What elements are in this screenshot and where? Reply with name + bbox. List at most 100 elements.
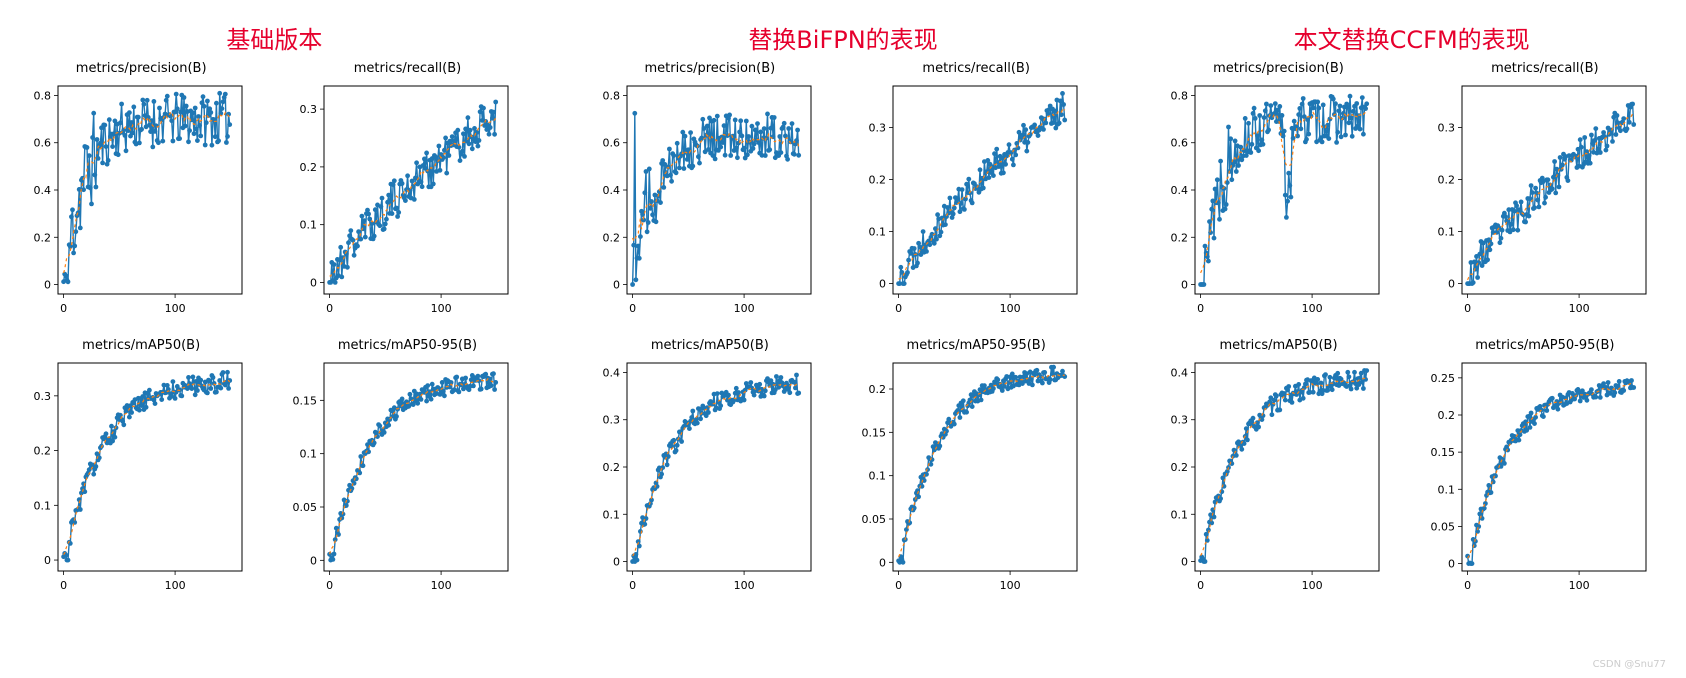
svg-text:0.1: 0.1	[300, 448, 318, 461]
svg-text:0: 0	[629, 579, 636, 592]
column-2: 本文替换CCFM的表现 metrics/precision(B) 0 0.2 0.4…	[1147, 20, 1676, 605]
svg-text:100: 100	[733, 579, 754, 592]
svg-text:0: 0	[613, 556, 620, 569]
line-chart: 00.20.40.60.80100	[1147, 78, 1387, 328]
line-chart: 00.10.20.30.40100	[579, 355, 819, 605]
svg-text:0.4: 0.4	[602, 366, 620, 379]
chart-0-0: metrics/precision(B) 00.20.40.60.80100	[10, 61, 272, 328]
line-chart: 0 0.1 0.2 0.3 0 100	[845, 78, 1085, 328]
grid-2: metrics/precision(B) 00.20.40.60.80100 m…	[1147, 61, 1676, 605]
svg-text:100: 100	[1302, 579, 1323, 592]
chart-title: metrics/recall(B)	[845, 61, 1107, 76]
svg-text:0.15: 0.15	[293, 394, 318, 407]
chart-1-0: metrics/precision(B) 00.20.40.60.80100	[579, 61, 841, 328]
svg-text:0.4: 0.4	[34, 184, 52, 197]
column-0: 基础版本 metrics/precision(B) 0 0.2 0.4 0.6 0.8 0…	[10, 20, 539, 605]
chart-2-0: metrics/precision(B) 00.20.40.60.80100	[1147, 61, 1409, 328]
chart-0-2: metrics/mAP50(B) 00.10.20.30100	[10, 338, 272, 605]
chart-2-1: metrics/recall(B) 00.10.20.30100	[1414, 61, 1676, 328]
chart-1-3: metrics/mAP50-95(B) 00.050.10.150.20100	[845, 338, 1107, 605]
svg-text:0.1: 0.1	[34, 499, 52, 512]
svg-text:100: 100	[1568, 579, 1589, 592]
svg-text:0: 0	[1448, 278, 1455, 291]
svg-text:0: 0	[310, 554, 317, 567]
svg-text:0: 0	[1197, 302, 1204, 315]
svg-text:0.2: 0.2	[1171, 461, 1189, 474]
svg-text:0.05: 0.05	[293, 501, 318, 514]
svg-text:0.4: 0.4	[1171, 184, 1189, 197]
svg-text:0.1: 0.1	[869, 226, 887, 239]
chart-title: metrics/mAP50(B)	[579, 338, 841, 353]
chart-title: metrics/precision(B)	[579, 61, 841, 76]
line-chart: 00.050.10.150.20100	[845, 355, 1085, 605]
columns-container: 基础版本 metrics/precision(B) 0 0.2 0.4 0.6 0.8 0…	[10, 20, 1676, 605]
svg-text:0.2: 0.2	[602, 231, 620, 244]
chart-1-2: metrics/mAP50(B) 00.10.20.30.40100	[579, 338, 841, 605]
svg-text:100: 100	[431, 579, 452, 592]
svg-text:100: 100	[431, 302, 452, 315]
svg-text:0.6: 0.6	[602, 137, 620, 150]
svg-text:0: 0	[629, 302, 636, 315]
svg-text:0.05: 0.05	[1430, 520, 1455, 533]
column-title-2: 本文替换CCFM的表现	[1147, 20, 1676, 55]
chart-2-3: metrics/mAP50-95(B) 00.050.10.150.20.250…	[1414, 338, 1676, 605]
svg-text:0.1: 0.1	[1171, 508, 1189, 521]
svg-text:0: 0	[1197, 579, 1204, 592]
svg-text:0.2: 0.2	[869, 383, 887, 396]
svg-text:0.2: 0.2	[34, 445, 52, 458]
svg-text:0.2: 0.2	[300, 161, 318, 174]
watermark: CSDN @Snu77	[1593, 659, 1666, 670]
svg-text:0.1: 0.1	[1437, 483, 1455, 496]
svg-text:0: 0	[60, 579, 67, 592]
svg-text:100: 100	[1000, 302, 1021, 315]
svg-text:0.8: 0.8	[1171, 89, 1189, 102]
chart-2-2: metrics/mAP50(B) 00.10.20.30.40100	[1147, 338, 1409, 605]
svg-text:0.2: 0.2	[869, 174, 887, 187]
line-chart: 00.20.40.60.80100	[579, 78, 819, 328]
line-chart: 0 0.05 0.1 0.15 0 100	[276, 355, 516, 605]
chart-title: metrics/mAP50-95(B)	[1414, 338, 1676, 353]
chart-0-3: metrics/mAP50-95(B) 0 0.05 0.1 0.15 0 100	[276, 338, 538, 605]
svg-text:0.3: 0.3	[1437, 122, 1455, 135]
svg-text:0.1: 0.1	[1437, 226, 1455, 239]
chart-0-1: metrics/recall(B) 00.10.20.30100	[276, 61, 538, 328]
svg-text:0.2: 0.2	[1437, 409, 1455, 422]
svg-text:0.25: 0.25	[1430, 372, 1455, 385]
svg-text:0.1: 0.1	[300, 219, 318, 232]
svg-text:0: 0	[1181, 279, 1188, 292]
chart-title: metrics/recall(B)	[276, 61, 538, 76]
svg-text:0: 0	[895, 579, 902, 592]
svg-text:100: 100	[165, 302, 186, 315]
line-chart: 00.10.20.30100	[10, 355, 250, 605]
chart-title: metrics/precision(B)	[1147, 61, 1409, 76]
svg-text:0: 0	[895, 302, 902, 315]
svg-text:0: 0	[44, 279, 51, 292]
svg-text:0: 0	[326, 579, 333, 592]
svg-text:0.2: 0.2	[1437, 174, 1455, 187]
svg-text:0: 0	[326, 302, 333, 315]
svg-text:0.4: 0.4	[1171, 366, 1189, 379]
svg-text:0.3: 0.3	[869, 122, 887, 135]
column-title-1: 替换BiFPN的表现	[579, 20, 1108, 55]
svg-text:0.1: 0.1	[869, 470, 887, 483]
line-chart: 00.050.10.150.20.250100	[1414, 355, 1654, 605]
chart-title: metrics/mAP50-95(B)	[845, 338, 1107, 353]
column-title-0: 基础版本	[10, 20, 539, 55]
svg-text:0.6: 0.6	[34, 137, 52, 150]
svg-text:0.05: 0.05	[862, 513, 887, 526]
svg-text:0.3: 0.3	[602, 414, 620, 427]
svg-text:0: 0	[879, 278, 886, 291]
chart-1-1: metrics/recall(B) 0 0.1 0.2 0.3 0 100	[845, 61, 1107, 328]
column-1: 替换BiFPN的表现 metrics/precision(B) 0 0.2 0.4 0…	[579, 20, 1108, 605]
svg-text:0.8: 0.8	[34, 89, 52, 102]
chart-title: metrics/mAP50-95(B)	[276, 338, 538, 353]
svg-text:0.4: 0.4	[602, 184, 620, 197]
svg-text:0: 0	[1448, 558, 1455, 571]
grid-1: metrics/precision(B) 00.20.40.60.80100 m…	[579, 61, 1108, 605]
chart-title: metrics/recall(B)	[1414, 61, 1676, 76]
svg-text:0.2: 0.2	[34, 231, 52, 244]
svg-text:0.3: 0.3	[34, 390, 52, 403]
svg-text:0: 0	[613, 279, 620, 292]
chart-title: metrics/precision(B)	[10, 61, 272, 76]
svg-text:0: 0	[1464, 302, 1471, 315]
